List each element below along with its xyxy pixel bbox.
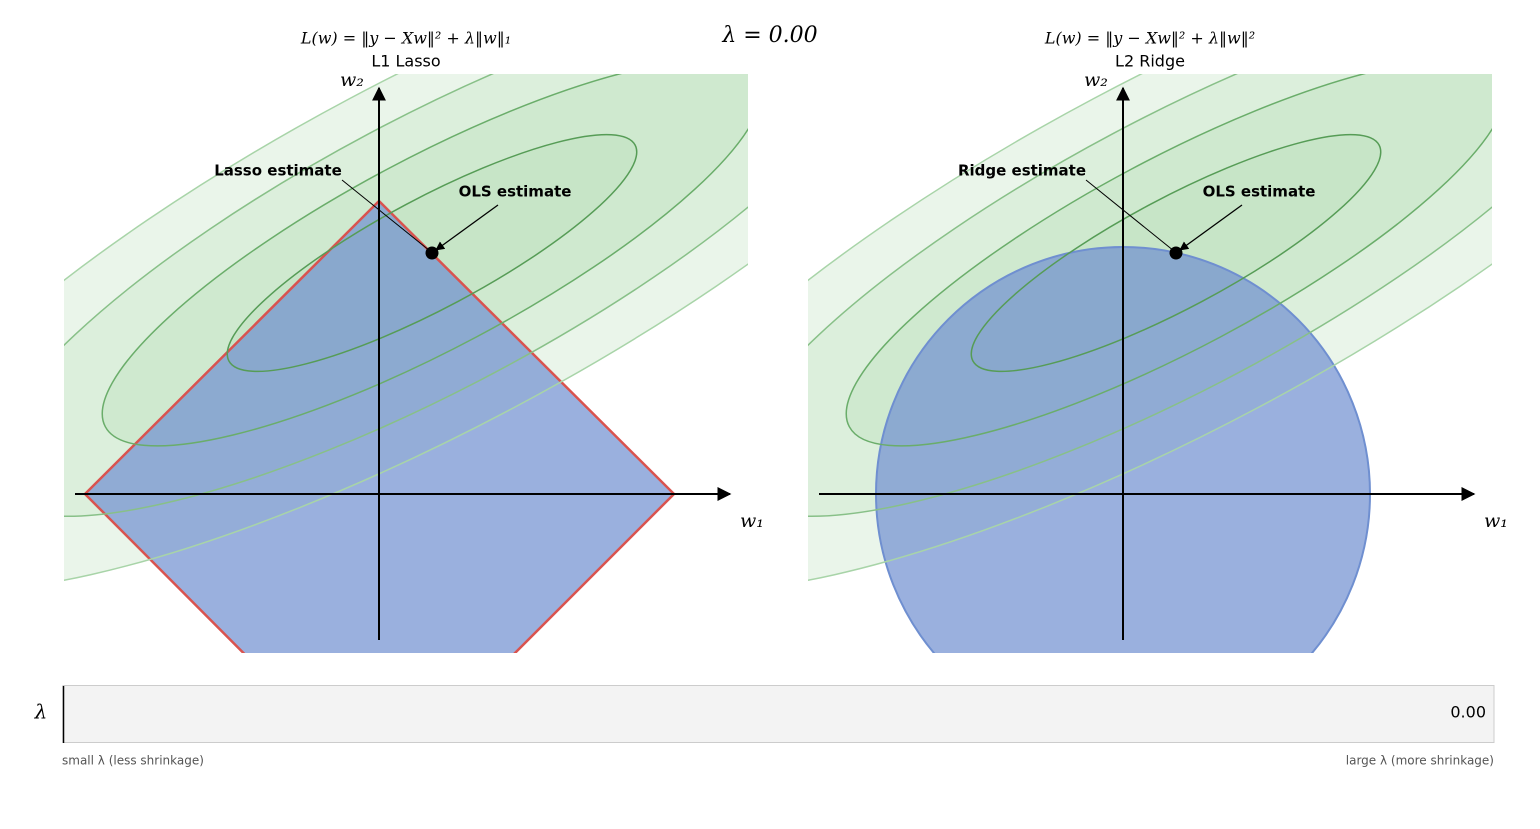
ols-label: OLS estimate xyxy=(459,183,572,201)
leader xyxy=(341,179,431,252)
ols-label: OLS estimate xyxy=(1203,183,1316,201)
slider-track[interactable] xyxy=(62,685,1495,743)
formula: L(w) = ‖y − Xw‖² + λ‖w‖₁ xyxy=(300,29,511,48)
y-label: w₂ xyxy=(1084,69,1108,91)
slider-value: 0.00 xyxy=(1450,703,1486,722)
lasso-panel: L(w) = ‖y − Xw‖² + λ‖w‖₁ L1 Lasso w₁ w₂ … xyxy=(64,29,764,653)
ridge-panel: L(w) = ‖y − Xw‖² + λ‖w‖² L2 Ridge w₁ w₂ … xyxy=(808,29,1508,653)
y-label: w₂ xyxy=(340,69,364,91)
leader xyxy=(1179,204,1243,251)
min-caption: small λ (less shrinkage) xyxy=(62,754,204,768)
x-label: w₁ xyxy=(740,510,764,532)
leader xyxy=(435,204,499,251)
estimate-label: Lasso estimate xyxy=(214,162,342,180)
panel-title: L1 Lasso xyxy=(371,52,440,71)
estimate-label: Ridge estimate xyxy=(958,162,1086,180)
panel-title: L2 Ridge xyxy=(1115,52,1185,71)
leader xyxy=(1085,179,1175,252)
slider-label: λ xyxy=(34,700,48,724)
formula: L(w) = ‖y − Xw‖² + λ‖w‖² xyxy=(1044,29,1255,48)
max-caption: large λ (more shrinkage) xyxy=(1346,754,1494,768)
figure-title: λ = 0.00 xyxy=(721,23,817,48)
lambda-slider[interactable]: λ 0.00 small λ (less shrinkage) large λ … xyxy=(34,685,1495,768)
x-label: w₁ xyxy=(1484,510,1508,532)
